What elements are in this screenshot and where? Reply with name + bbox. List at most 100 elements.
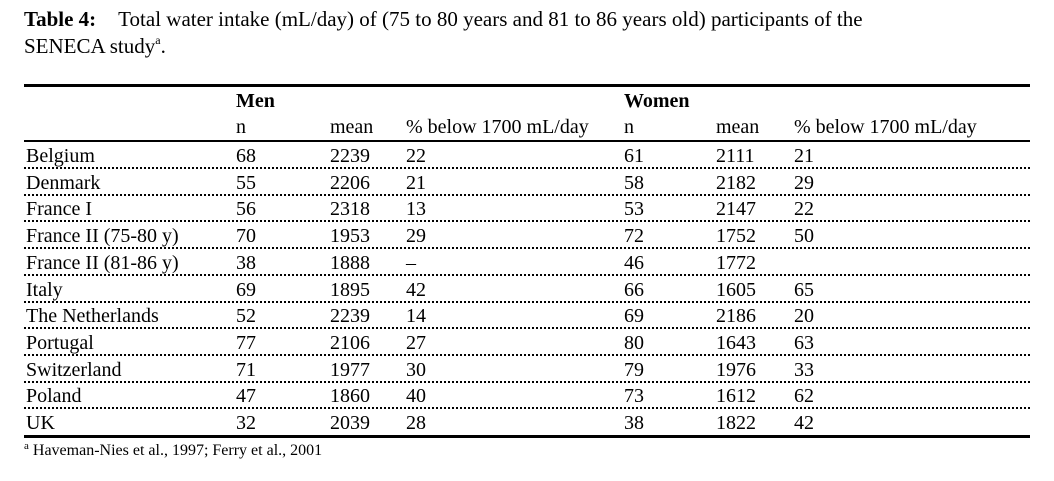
men-pct-cell: 30 [406,358,426,381]
footnote: a Haveman-Nies et al., 1997; Ferry et al… [24,440,322,462]
table-row: Switzerland 71 1977 30 79 1976 33 [24,357,1030,383]
women-pct-cell: 21 [794,145,814,167]
caption-end: . [160,34,166,58]
women-n-cell: 73 [624,385,644,408]
col-header-women-n: n [624,116,634,138]
country-cell: France II (75-80 y) [26,225,179,248]
table-header-rule [24,140,1030,142]
men-n-cell: 70 [236,225,256,248]
table-row: France II (81-86 y) 38 1888 – 46 1772 [24,250,1030,276]
men-n-cell: 68 [236,145,256,167]
footnote-marker: a [24,440,29,452]
caption-text-line1: Total water intake (mL/day) of (75 to 80… [118,7,863,31]
footnote-text: Haveman-Nies et al., 1997; Ferry et al.,… [28,442,323,459]
men-mean-cell: 1953 [330,225,370,248]
country-cell: Portugal [26,331,94,354]
caption-superscript: a [155,33,161,47]
women-pct-cell: 42 [794,412,814,434]
column-header-row: n mean % below 1700 mL/day n mean % belo… [24,114,1030,140]
table-top-rule [24,84,1030,87]
table-row: France I 56 2318 13 53 2147 22 [24,196,1030,223]
women-mean-cell: 1772 [716,251,756,274]
men-n-cell: 56 [236,198,256,221]
women-n-cell: 66 [624,278,644,301]
men-pct-cell: 21 [406,171,426,194]
men-mean-cell: 1860 [330,385,370,408]
women-mean-cell: 1612 [716,385,756,408]
women-n-cell: 58 [624,171,644,194]
country-cell: The Netherlands [26,305,159,328]
women-mean-cell: 1605 [716,278,756,301]
table-row: Portugal 77 2106 27 80 1643 63 [24,330,1030,356]
women-mean-cell: 2111 [716,145,755,167]
men-n-cell: 47 [236,385,256,408]
table-row: Poland 47 1860 40 73 1612 62 [24,383,1030,410]
col-header-men-pct: % below 1700 mL/day [406,116,589,138]
men-pct-cell: 27 [406,331,426,354]
women-n-cell: 69 [624,305,644,328]
country-cell: UK [26,412,55,434]
caption-label: Table 4: [24,7,97,31]
women-n-cell: 79 [624,358,644,381]
men-pct-cell: 14 [406,305,426,328]
women-mean-cell: 1976 [716,358,756,381]
men-mean-cell: 2039 [330,412,370,434]
women-pct-cell: 50 [794,225,814,248]
men-pct-cell: 29 [406,225,426,248]
men-pct-cell: 40 [406,385,426,408]
table-row: Italy 69 1895 42 66 1605 65 [24,277,1030,303]
women-group-header: Women [624,90,690,112]
women-n-cell: 46 [624,251,644,274]
men-mean-cell: 2106 [330,331,370,354]
men-pct-cell: 22 [406,145,426,167]
col-header-women-mean: mean [716,116,760,138]
women-mean-cell: 1752 [716,225,756,248]
men-pct-cell: 28 [406,412,426,434]
women-mean-cell: 2182 [716,171,756,194]
men-n-cell: 71 [236,358,256,381]
col-header-men-mean: mean [330,116,374,138]
table-row: France II (75-80 y) 70 1953 29 72 1752 50 [24,223,1030,250]
caption-text-line2: SENECA study [24,34,156,58]
men-mean-cell: 2239 [330,305,370,328]
men-group-header: Men [236,90,275,112]
women-pct-cell: 65 [794,278,814,301]
table-row: UK 32 2039 28 38 1822 42 [24,410,1030,436]
men-mean-cell: 2206 [330,171,370,194]
men-n-cell: 77 [236,331,256,354]
women-pct-cell: 22 [794,198,814,221]
col-header-women-pct: % below 1700 mL/day [794,116,977,138]
men-mean-cell: 2239 [330,145,370,167]
men-n-cell: 55 [236,171,256,194]
table-row: Denmark 55 2206 21 58 2182 29 [24,170,1030,196]
men-n-cell: 69 [236,278,256,301]
women-mean-cell: 1822 [716,412,756,434]
col-header-men-n: n [236,116,246,138]
table-row: Belgium 68 2239 22 61 2111 21 [24,143,1030,169]
group-header-row: Men Women [24,88,1030,114]
women-mean-cell: 2147 [716,198,756,221]
women-pct-cell: 20 [794,305,814,328]
women-n-cell: 38 [624,412,644,434]
women-pct-cell: 63 [794,331,814,354]
men-pct-cell: 13 [406,198,426,221]
table-row: The Netherlands 52 2239 14 69 2186 20 [24,303,1030,330]
women-mean-cell: 2186 [716,305,756,328]
women-n-cell: 80 [624,331,644,354]
country-cell: France II (81-86 y) [26,251,179,274]
women-pct-cell: 33 [794,358,814,381]
country-cell: Poland [26,385,82,408]
men-n-cell: 38 [236,251,256,274]
women-pct-cell: 62 [794,385,814,408]
table-bottom-rule [24,435,1030,438]
country-cell: Italy [26,278,63,301]
men-mean-cell: 2318 [330,198,370,221]
men-n-cell: 32 [236,412,256,434]
men-mean-cell: 1895 [330,278,370,301]
men-mean-cell: 1977 [330,358,370,381]
country-cell: France I [26,198,93,221]
men-mean-cell: 1888 [330,251,370,274]
men-pct-cell: – [406,251,416,274]
country-cell: Switzerland [26,358,122,381]
women-n-cell: 61 [624,145,644,167]
